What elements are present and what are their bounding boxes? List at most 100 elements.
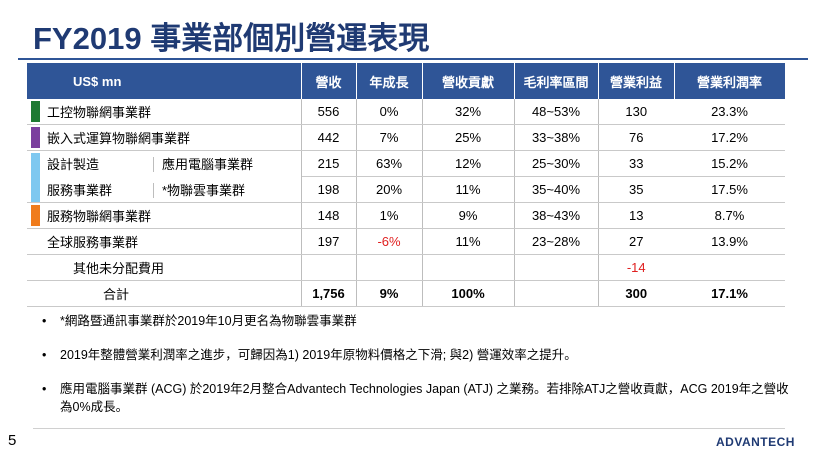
cell-growth: 9%	[356, 280, 423, 307]
row-group: 服務事業群	[47, 182, 113, 198]
cell-op-margin: 13.9%	[674, 228, 785, 255]
cell-contribution: 9%	[422, 202, 515, 229]
cell-contribution: 25%	[422, 124, 515, 151]
header-revenue: 營收	[301, 63, 357, 99]
color-marker	[31, 127, 40, 148]
cell-revenue	[301, 254, 357, 281]
cell-op-margin: 17.5%	[674, 176, 785, 203]
row-name-cell: 嵌入式運算物聯網事業群	[27, 124, 302, 151]
cell-revenue: 198	[301, 176, 357, 203]
cell-op-margin: 8.7%	[674, 202, 785, 229]
note-text: *網路暨通訊事業群於2019年10月更名為物聯雲事業群	[60, 314, 357, 328]
cell-gross-margin: 38~43%	[514, 202, 599, 229]
cell-gross-margin: 25~30%	[514, 150, 599, 177]
footer-divider	[33, 428, 785, 429]
cell-op-profit: 27	[598, 228, 674, 255]
table-row: 全球服務事業群 197 -6% 11% 23~28% 27 13.9%	[27, 228, 785, 255]
bullet-icon: •	[42, 382, 47, 396]
cell-contribution: 12%	[422, 150, 515, 177]
cell-op-margin: 17.2%	[674, 124, 785, 151]
note-item: • *網路暨通訊事業群於2019年10月更名為物聯雲事業群	[40, 312, 357, 330]
note-text: 2019年整體營業利潤率之進步，可歸因為1) 2019年原物料價格之下滑; 與2…	[60, 348, 577, 362]
cell-revenue: 1,756	[301, 280, 357, 307]
cell-op-margin	[674, 254, 785, 281]
row-name-cell: 合計	[27, 280, 302, 307]
cell-growth: 0%	[356, 99, 423, 125]
table-row: 服務事業群 *物聯雲事業群 198 20% 11% 35~40% 35 17.5%	[27, 176, 785, 203]
table-row: 其他未分配費用 -14	[27, 254, 785, 281]
cell-growth: 1%	[356, 202, 423, 229]
row-name-cell: 服務物聯網事業群	[27, 202, 302, 229]
cell-op-profit: -14	[598, 254, 674, 281]
cell-growth: 7%	[356, 124, 423, 151]
note-text: 應用電腦事業群 (ACG) 於2019年2月整合Advantech Techno…	[60, 382, 789, 414]
cell-op-profit: 13	[598, 202, 674, 229]
cell-op-profit: 35	[598, 176, 674, 203]
header-contribution: 營收貢獻	[422, 63, 515, 99]
row-name: 工控物聯網事業群	[47, 105, 152, 120]
cell-revenue: 215	[301, 150, 357, 177]
row-name: 服務物聯網事業群	[47, 209, 152, 224]
cell-growth: 20%	[356, 176, 423, 203]
bu-performance-table: US$ mn 營收 年成長 營收貢獻 毛利率區間 營業利益 營業利潤率 工控物聯…	[27, 63, 786, 307]
cell-revenue: 556	[301, 99, 357, 125]
row-name-cell: 服務事業群 *物聯雲事業群	[27, 176, 302, 203]
cell-contribution: 11%	[422, 176, 515, 203]
cell-op-profit: 130	[598, 99, 674, 125]
row-name: 合計	[103, 287, 130, 302]
cell-contribution	[422, 254, 515, 281]
table-header-row: US$ mn 營收 年成長 營收貢獻 毛利率區間 營業利益 營業利潤率	[27, 63, 786, 99]
header-op-profit: 營業利益	[598, 63, 675, 99]
header-growth: 年成長	[356, 63, 423, 99]
row-group: 設計製造	[47, 157, 100, 173]
row-sub-name: *物聯雲事業群	[153, 182, 246, 198]
cell-op-profit: 33	[598, 150, 674, 177]
cell-gross-margin: 48~53%	[514, 99, 599, 125]
cell-growth: 63%	[356, 150, 423, 177]
row-name: 嵌入式運算物聯網事業群	[47, 131, 191, 146]
bullet-icon: •	[42, 314, 47, 328]
row-name: 其他未分配費用	[73, 261, 165, 276]
cell-revenue: 148	[301, 202, 357, 229]
header-usd-mn: US$ mn	[27, 63, 302, 99]
cell-op-margin: 15.2%	[674, 150, 785, 177]
table-row: 嵌入式運算物聯網事業群 442 7% 25% 33~38% 76 17.2%	[27, 124, 785, 151]
cell-contribution: 11%	[422, 228, 515, 255]
advantech-logo: ADVANTECH	[716, 435, 795, 449]
row-name-cell: 工控物聯網事業群	[27, 99, 302, 125]
row-name-cell: 其他未分配費用	[27, 254, 302, 281]
cell-op-profit: 76	[598, 124, 674, 151]
cell-gross-margin: 33~38%	[514, 124, 599, 151]
cell-revenue: 442	[301, 124, 357, 151]
note-item: • 2019年整體營業利潤率之進步，可歸因為1) 2019年原物料價格之下滑; …	[40, 346, 577, 364]
title-underline	[18, 58, 808, 60]
note-item: • 應用電腦事業群 (ACG) 於2019年2月整合Advantech Tech…	[40, 380, 800, 416]
cell-contribution: 100%	[422, 280, 515, 307]
table-row: 服務物聯網事業群 148 1% 9% 38~43% 13 8.7%	[27, 202, 785, 229]
page-number: 5	[8, 432, 17, 449]
bullet-icon: •	[42, 348, 47, 362]
row-sub-name: 應用電腦事業群	[153, 157, 254, 173]
row-name-cell: 設計製造 應用電腦事業群	[27, 150, 302, 202]
table-total-row: 合計 1,756 9% 100% 300 17.1%	[27, 280, 785, 307]
cell-growth: -6%	[356, 228, 423, 255]
cell-gross-margin: 35~40%	[514, 176, 599, 203]
header-op-margin: 營業利潤率	[674, 63, 786, 99]
cell-gross-margin	[514, 254, 599, 281]
cell-gross-margin: 23~28%	[514, 228, 599, 255]
color-marker	[31, 205, 40, 226]
cell-op-margin: 23.3%	[674, 99, 785, 125]
color-marker	[31, 101, 40, 122]
table-row: 設計製造 應用電腦事業群 215 63% 12% 25~30% 33 15.2%	[27, 150, 785, 202]
cell-op-margin: 17.1%	[674, 280, 785, 307]
cell-gross-margin	[514, 280, 599, 307]
page-title: FY2019 事業部個別營運表現	[33, 21, 430, 56]
cell-growth	[356, 254, 423, 281]
table-row: 工控物聯網事業群 556 0% 32% 48~53% 130 23.3%	[27, 99, 785, 125]
row-name: 全球服務事業群	[47, 235, 139, 250]
header-gross-margin: 毛利率區間	[514, 63, 599, 99]
cell-contribution: 32%	[422, 99, 515, 125]
cell-revenue: 197	[301, 228, 357, 255]
cell-op-profit: 300	[598, 280, 674, 307]
row-name-cell: 全球服務事業群	[27, 228, 302, 255]
